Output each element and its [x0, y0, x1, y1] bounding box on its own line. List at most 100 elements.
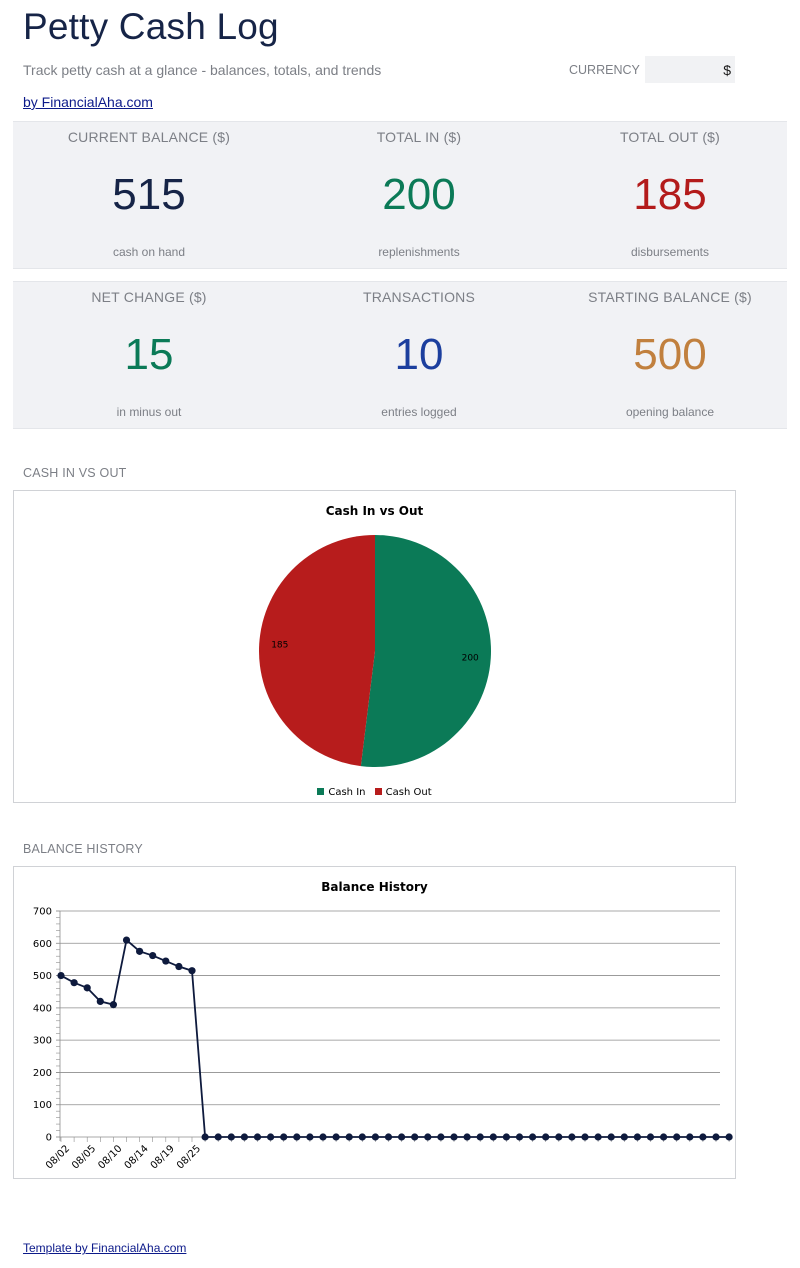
- kpi-value: 10: [394, 330, 444, 379]
- balance-point: [136, 947, 144, 955]
- legend-item-cash-in: Cash In: [317, 787, 365, 798]
- y-tick-label: 600: [33, 939, 52, 950]
- balance-point: [122, 936, 131, 944]
- balance-point: [581, 1133, 589, 1141]
- kpi-value: 200: [382, 170, 456, 219]
- balance-point: [476, 1133, 484, 1141]
- pie-slice-cash-in: [360, 535, 492, 767]
- kpi-caption: disbursements: [630, 245, 710, 259]
- kpi-net-change: NET CHANGE ($) 15 in minus out: [13, 282, 285, 428]
- pie-data-label: 200: [462, 653, 479, 663]
- kpi-label: TRANSACTIONS: [362, 289, 476, 305]
- balance-point: [371, 1133, 379, 1141]
- balance-point: [162, 957, 170, 965]
- balance-point: [594, 1133, 602, 1141]
- balance-point: [70, 979, 78, 987]
- y-tick-label: 200: [33, 1068, 52, 1079]
- legend-swatch: [317, 788, 325, 795]
- balance-point: [109, 1001, 117, 1009]
- balance-point: [450, 1133, 458, 1141]
- balance-point: [345, 1133, 353, 1141]
- balance-point: [633, 1133, 642, 1141]
- balance-point: [699, 1133, 707, 1141]
- balance-point: [646, 1133, 655, 1141]
- page-title: Petty Cash Log: [23, 6, 279, 47]
- balance-point: [411, 1133, 419, 1141]
- line-chart-frame[interactable]: Balance History 0 100 200 300 400 500 600 700 08…: [13, 866, 736, 1179]
- balance-point: [358, 1133, 366, 1141]
- balance-point: [253, 1133, 262, 1141]
- pie-data-label: 185: [271, 641, 288, 651]
- kpi-value: 500: [633, 330, 707, 379]
- balance-point: [620, 1133, 628, 1141]
- balance-point: [686, 1133, 694, 1141]
- balance-point: [240, 1133, 248, 1141]
- kpi-caption: opening balance: [625, 405, 715, 419]
- balance-point: [502, 1133, 510, 1141]
- pie-slice-cash-out: [259, 535, 375, 767]
- legend-item-cash-out: Cash Out: [374, 787, 432, 798]
- balance-point: [384, 1133, 393, 1141]
- y-tick-label: 0: [46, 1133, 52, 1144]
- balance-point: [149, 951, 157, 960]
- financialaha-link[interactable]: by FinancialAha.com: [23, 94, 153, 110]
- balance-point: [673, 1133, 681, 1141]
- x-tick-label: 08/10: [96, 1143, 124, 1171]
- x-tick-label: 08/02: [44, 1143, 72, 1171]
- x-tick-label: 08/05: [70, 1143, 98, 1171]
- kpi-value: 15: [124, 330, 174, 379]
- balance-point: [96, 997, 104, 1005]
- balance-point: [214, 1133, 222, 1141]
- balance-point: [188, 967, 196, 975]
- balance-point: [306, 1133, 314, 1141]
- balance-point: [542, 1133, 550, 1141]
- balance-point: [83, 984, 91, 992]
- line-chart-title: Balance History: [321, 880, 428, 894]
- footer-template-link[interactable]: Template by FinancialAha.com: [23, 1241, 187, 1255]
- currency-value: $: [723, 62, 731, 78]
- kpi-caption: in minus out: [116, 405, 182, 419]
- balance-point: [712, 1133, 720, 1141]
- kpi-row-1: CURRENT BALANCE ($) 515 cash on hand TOT…: [13, 121, 787, 269]
- line-chart: 010020030040050060070008/0208/0508/1008/…: [33, 907, 733, 1172]
- pie-chart: 200 185: [259, 535, 492, 767]
- kpi-caption: entries logged: [381, 405, 457, 419]
- x-tick-label: 08/19: [149, 1143, 177, 1171]
- balance-point: [398, 1133, 406, 1141]
- section-label-cash-in-vs-out: CASH IN VS OUT: [23, 466, 127, 480]
- x-tick-label: 08/14: [123, 1143, 151, 1171]
- legend-label: Cash Out: [385, 787, 432, 798]
- kpi-caption: replenishments: [378, 245, 460, 259]
- kpi-caption: cash on hand: [112, 245, 186, 259]
- currency-label: CURRENCY: [569, 63, 640, 77]
- x-tick-label: 08/25: [175, 1143, 203, 1171]
- y-tick-label: 700: [33, 907, 52, 918]
- kpi-value: 515: [112, 170, 186, 219]
- balance-point: [725, 1133, 733, 1141]
- y-tick-label: 100: [33, 1100, 52, 1111]
- balance-point: [57, 971, 65, 980]
- balance-point: [568, 1133, 576, 1141]
- balance-point: [529, 1133, 537, 1141]
- balance-point: [175, 962, 183, 971]
- page-subtitle: Track petty cash at a glance - balances,…: [23, 62, 382, 78]
- kpi-transactions: TRANSACTIONS 10 entries logged: [285, 282, 553, 428]
- kpi-row-2: NET CHANGE ($) 15 in minus out TRANSACTI…: [13, 281, 787, 429]
- balance-point: [515, 1133, 524, 1141]
- balance-point: [293, 1133, 301, 1141]
- balance-point: [437, 1133, 445, 1141]
- kpi-label: TOTAL OUT ($): [619, 129, 721, 145]
- currency-input[interactable]: $: [645, 56, 735, 83]
- kpi-label: STARTING BALANCE ($): [588, 289, 752, 305]
- y-tick-label: 500: [33, 971, 52, 982]
- balance-point: [660, 1133, 668, 1141]
- kpi-label: NET CHANGE ($): [91, 289, 207, 305]
- kpi-current-balance: CURRENT BALANCE ($) 515 cash on hand: [13, 122, 285, 268]
- pie-chart-frame[interactable]: Cash In vs Out 200 185 Cash In Cash Out: [13, 490, 736, 803]
- section-label-balance-history: BALANCE HISTORY: [23, 842, 143, 856]
- balance-point: [201, 1133, 209, 1141]
- pie-chart-title: Cash In vs Out: [325, 504, 424, 518]
- y-tick-label: 300: [33, 1036, 52, 1047]
- balance-point: [280, 1133, 288, 1141]
- kpi-label: CURRENT BALANCE ($): [67, 129, 231, 145]
